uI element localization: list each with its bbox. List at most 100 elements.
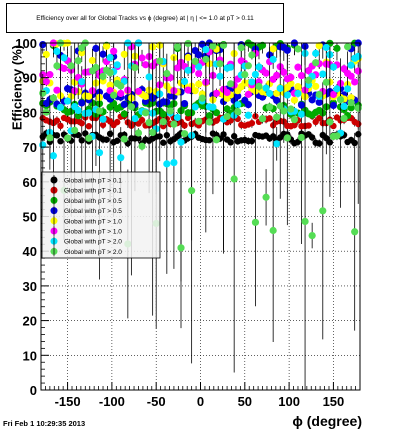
data-point — [319, 207, 327, 215]
data-point — [177, 138, 185, 146]
data-point — [78, 120, 85, 127]
data-point — [195, 63, 203, 71]
data-point — [135, 135, 142, 142]
y-tick-label: 20 — [23, 314, 37, 329]
data-point — [336, 96, 345, 104]
data-point — [251, 218, 260, 226]
data-point — [347, 99, 355, 107]
data-point — [294, 63, 302, 71]
data-point — [99, 50, 107, 58]
data-point — [60, 64, 68, 73]
data-point — [237, 44, 245, 52]
data-point — [266, 103, 274, 111]
data-point — [266, 115, 273, 122]
data-point — [63, 97, 72, 105]
data-point — [262, 84, 270, 92]
data-point — [127, 103, 135, 111]
data-point — [57, 122, 64, 130]
data-point — [354, 104, 362, 112]
data-point — [88, 56, 96, 65]
data-point — [106, 130, 114, 138]
data-point — [354, 52, 362, 60]
data-point — [205, 118, 213, 126]
data-point — [184, 66, 192, 74]
data-point — [347, 104, 355, 112]
legend-label: Global with pT > 0.5 — [64, 198, 122, 205]
data-point — [39, 40, 47, 49]
data-point — [149, 128, 157, 137]
data-point — [212, 89, 221, 97]
data-point — [219, 41, 228, 49]
data-point — [120, 100, 128, 108]
data-point — [134, 87, 143, 95]
data-point — [95, 149, 104, 157]
data-point — [63, 134, 72, 142]
data-point — [138, 54, 146, 62]
legend-label: Global with pT > 2.0 — [64, 249, 122, 256]
data-point — [134, 129, 143, 137]
data-point — [248, 137, 256, 145]
data-point — [102, 42, 111, 50]
data-point — [269, 45, 277, 53]
data-point — [333, 132, 341, 140]
data-point — [173, 113, 182, 122]
data-point — [46, 134, 54, 142]
data-point — [156, 57, 164, 65]
data-point — [290, 96, 299, 104]
data-point — [347, 72, 355, 80]
data-point — [117, 82, 125, 90]
data-point — [234, 101, 242, 109]
data-point — [195, 69, 203, 78]
data-point — [333, 85, 341, 93]
data-point — [258, 115, 267, 123]
data-point — [75, 131, 82, 139]
data-point — [120, 50, 128, 58]
data-point — [322, 43, 330, 52]
data-point — [258, 41, 267, 49]
data-point — [188, 187, 196, 195]
data-point — [329, 101, 338, 109]
data-point — [290, 116, 299, 124]
legend-label: Global with pT > 1.0 — [64, 218, 122, 225]
y-tick-label: 50 — [23, 210, 37, 225]
data-point — [180, 99, 189, 108]
data-point — [351, 228, 359, 236]
x-tick-label: 100 — [278, 394, 300, 409]
data-point — [195, 80, 203, 88]
data-point — [255, 63, 263, 71]
axis-layer: 0 10 20 30 40 50 60 70 80 90 100 -150 -100 -50 0 50 100 1… — [15, 36, 361, 409]
data-point — [99, 115, 107, 123]
data-point — [227, 63, 235, 71]
data-point — [255, 82, 263, 90]
data-point — [283, 134, 291, 142]
data-point — [46, 71, 54, 79]
data-point — [206, 136, 213, 144]
data-point — [42, 78, 50, 86]
data-point — [173, 43, 182, 51]
data-point — [191, 87, 199, 95]
data-point — [170, 120, 178, 128]
data-point — [248, 119, 256, 127]
x-axis-label: ϕ (degree) — [292, 413, 362, 429]
data-point — [106, 69, 114, 77]
data-point — [120, 135, 128, 143]
data-point — [212, 136, 221, 144]
data-point — [198, 40, 206, 48]
legend-label: Global with pT > 0.1 — [64, 188, 122, 195]
data-point — [216, 72, 224, 80]
legend-label: Global with pT > 1.0 — [64, 229, 122, 236]
data-point — [312, 49, 320, 57]
data-point — [202, 45, 210, 54]
data-point — [49, 152, 58, 160]
data-point — [145, 73, 153, 81]
data-point — [223, 88, 231, 97]
data-point — [291, 121, 298, 129]
data-point — [49, 94, 58, 102]
data-point — [227, 139, 234, 146]
data-point — [316, 140, 323, 147]
data-point — [248, 51, 256, 59]
data-point — [305, 122, 312, 129]
data-point — [181, 122, 188, 129]
data-point — [216, 60, 224, 68]
